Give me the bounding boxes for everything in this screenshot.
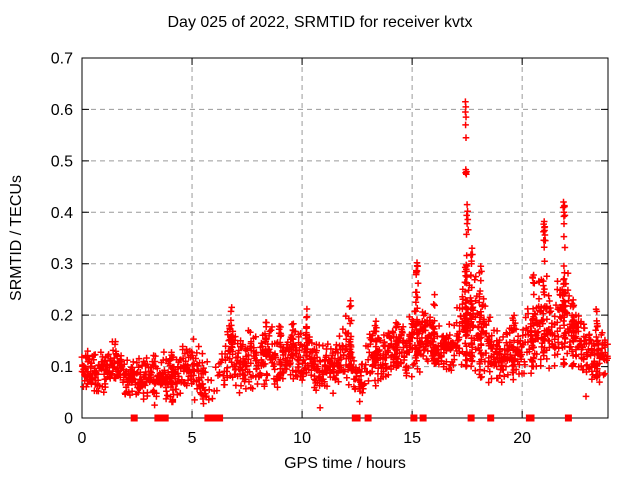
y-tick-label: 0.7 xyxy=(51,51,73,68)
x-tick-label: 20 xyxy=(513,430,531,447)
scatter-points xyxy=(78,98,611,411)
zero-square-marker xyxy=(204,414,212,422)
x-tick-label: 0 xyxy=(78,430,87,447)
x-tick-label: 15 xyxy=(403,430,421,447)
y-tick-label: 0.4 xyxy=(51,205,73,222)
x-tick-label: 10 xyxy=(293,430,311,447)
zero-square-marker xyxy=(130,414,138,422)
x-axis-title: GPS time / hours xyxy=(284,455,406,472)
zero-value-markers xyxy=(130,414,572,422)
zero-square-marker xyxy=(419,414,427,422)
y-tick-label: 0.1 xyxy=(51,359,73,376)
zero-square-marker xyxy=(487,414,495,422)
y-tick-label: 0.2 xyxy=(51,308,73,325)
zero-square-marker xyxy=(154,414,162,422)
zero-square-marker xyxy=(410,414,418,422)
y-tick-label: 0.6 xyxy=(51,102,73,119)
chart-title: Day 025 of 2022, SRMTID for receiver kvt… xyxy=(0,14,640,32)
zero-square-marker xyxy=(527,414,535,422)
chart-title-text: Day 025 of 2022, SRMTID for receiver kvt… xyxy=(167,14,473,31)
zero-square-marker xyxy=(161,414,169,422)
zero-square-marker xyxy=(564,414,572,422)
zero-square-marker xyxy=(467,414,475,422)
y-tick-label: 0.5 xyxy=(51,153,73,170)
zero-square-marker xyxy=(364,414,372,422)
zero-square-marker xyxy=(216,414,224,422)
zero-square-marker xyxy=(353,414,361,422)
x-tick-label: 5 xyxy=(188,430,197,447)
zero-square-marker xyxy=(210,414,218,422)
y-tick-label: 0 xyxy=(64,411,73,428)
tick-labels: 0 0.1 0.2 0.3 0.4 0.5 0.6 0.7 0 5 10 15 20 xyxy=(51,51,531,448)
y-tick-label: 0.3 xyxy=(51,256,73,273)
